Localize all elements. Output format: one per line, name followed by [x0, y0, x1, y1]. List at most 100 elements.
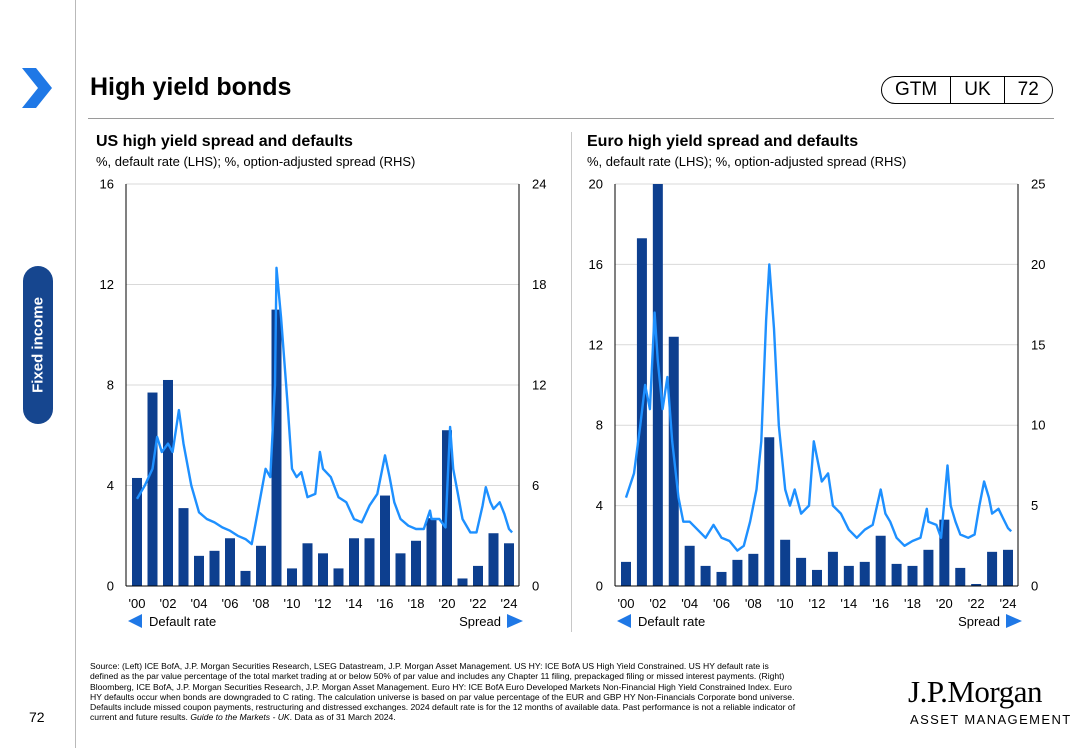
us-default-rate-bar	[318, 553, 328, 586]
source-line: Defaults include missed coupon payments,…	[90, 702, 796, 713]
header-divider	[88, 118, 1054, 119]
source-date: . Data as of 31 March 2024.	[289, 712, 396, 723]
us-default-rate-bar	[287, 568, 297, 586]
us-x-tick: '16	[377, 596, 394, 611]
us-y-left-tick: 16	[100, 177, 114, 192]
us-default-rate-bar	[163, 379, 173, 586]
us-x-tick: '20	[439, 596, 456, 611]
us-default-rate-bar	[302, 543, 313, 586]
euro-default-rate-bar	[907, 565, 918, 586]
us-default-rate-bar	[395, 553, 406, 586]
us-default-rate-bar	[147, 392, 158, 586]
euro-legend-default-rate: Default rate	[638, 614, 705, 629]
euro-x-tick: '20	[936, 596, 953, 611]
us-x-tick: '24	[501, 596, 518, 611]
euro-x-tick: '12	[809, 596, 826, 611]
euro-default-rate-bar	[923, 549, 934, 586]
euro-default-rate-bar	[955, 567, 966, 586]
chart-divider	[571, 132, 572, 632]
us-high-yield-chart: 0 4 8 12 16 0 6 12 18 24 '00 '02 '04 '06 '08 '10 '12 '14 '…	[100, 177, 547, 630]
euro-default-rate-bar	[780, 539, 791, 586]
section-tab[interactable]: Fixed income	[23, 266, 53, 424]
source-line: current and future results. Guide to the…	[90, 712, 890, 722]
euro-default-rate-bar	[796, 557, 807, 586]
euro-default-rate-bar	[748, 553, 759, 586]
left-margin-rule	[75, 0, 76, 748]
euro-y-right-tick: 0	[1031, 579, 1038, 594]
euro-default-rate-bar	[843, 565, 854, 586]
us-y-right-tick: 18	[532, 277, 546, 292]
euro-spread-line	[624, 263, 1013, 552]
page-number: 72	[29, 709, 45, 725]
source-line: defined as the par value percentage of t…	[90, 671, 785, 682]
jpmorgan-logo: J.P.Morgan	[908, 674, 1042, 709]
euro-x-tick: '04	[681, 596, 698, 611]
us-y-right-tick: 12	[532, 378, 546, 393]
euro-y-left-tick: 0	[596, 579, 603, 594]
us-y-right-tick: 24	[532, 177, 546, 192]
euro-default-rate-bar	[764, 437, 775, 586]
euro-default-rate-bar	[812, 569, 822, 586]
source-line: Source: (Left) ICE BofA, J.P. Morgan Sec…	[90, 661, 769, 671]
euro-default-rate-bar	[859, 561, 870, 586]
euro-high-yield-chart: 0 4 8 12 16 20 0 5 10 15 20 25 '00 '02 '04 '06 '08 '10 '12…	[589, 177, 1046, 630]
us-default-rate-bar	[364, 538, 375, 586]
euro-x-tick: '08	[745, 596, 762, 611]
euro-x-tick: '14	[840, 596, 857, 611]
euro-default-rate-bar	[939, 519, 950, 586]
euro-default-rate-bar	[652, 184, 663, 586]
us-default-rate-bar	[225, 538, 235, 586]
euro-x-tick: '02	[649, 596, 666, 611]
us-spread-line	[135, 266, 513, 546]
euro-y-right-tick: 5	[1031, 498, 1038, 513]
euro-default-rate-bar	[732, 559, 743, 586]
euro-default-rate-bar	[1003, 549, 1013, 586]
us-x-tick: '08	[253, 596, 270, 611]
us-y-right-tick: 6	[532, 478, 539, 493]
us-y-right-tick: 0	[532, 579, 539, 594]
euro-chart-title: Euro high yield spread and defaults	[587, 133, 859, 150]
us-default-rate-bar	[426, 518, 437, 586]
euro-chart-subtitle: %, default rate (LHS); %, option-adjuste…	[587, 154, 907, 169]
euro-y-left-tick: 12	[589, 337, 603, 352]
us-default-rate-bar	[411, 540, 421, 586]
us-y-left-tick: 12	[100, 277, 114, 292]
guide-badge: GTM UK 72	[881, 76, 1053, 104]
euro-default-rate-bar	[700, 565, 711, 586]
us-chart-title: US high yield spread and defaults	[96, 133, 353, 150]
us-default-rate-bar	[380, 495, 390, 586]
source-text: current and future results.	[90, 712, 191, 723]
us-y-left-tick: 0	[107, 579, 114, 594]
euro-legend-left-arrow-icon	[617, 614, 631, 628]
euro-x-tick: '00	[618, 596, 635, 611]
us-default-rate-bar	[333, 568, 344, 586]
euro-y-left-tick: 16	[589, 257, 603, 272]
us-chart-subtitle: %, default rate (LHS); %, option-adjuste…	[96, 154, 416, 169]
us-default-rate-bar	[488, 533, 499, 586]
us-x-tick: '02	[160, 596, 177, 611]
source-line: HY defaults occur when bonds are downgra…	[90, 691, 795, 702]
euro-x-tick: '16	[872, 596, 889, 611]
euro-default-rate-bar	[684, 545, 695, 586]
euro-y-right-tick: 20	[1031, 257, 1045, 272]
euro-x-tick: '24	[1000, 596, 1017, 611]
us-default-rate-bar	[240, 570, 251, 586]
us-x-tick: '18	[408, 596, 425, 611]
us-x-tick: '06	[222, 596, 239, 611]
us-legend-right-arrow-icon	[507, 614, 523, 628]
us-x-tick: '00	[129, 596, 146, 611]
us-default-rate-bar	[349, 538, 359, 586]
euro-default-rate-bar	[891, 563, 902, 586]
us-legend-spread: Spread	[459, 614, 501, 629]
euro-y-left-tick: 4	[596, 498, 603, 513]
euro-default-rate-bar	[827, 551, 838, 586]
us-x-tick: '10	[284, 596, 301, 611]
euro-default-rate-bar	[987, 551, 998, 586]
us-default-rate-bar	[473, 565, 483, 586]
euro-x-tick: '10	[777, 596, 794, 611]
chevron-right-icon	[22, 68, 52, 108]
us-y-left-tick: 4	[107, 478, 114, 493]
euro-x-tick: '22	[968, 596, 985, 611]
badge-region: UK	[950, 77, 1003, 103]
euro-x-tick: '18	[904, 596, 921, 611]
